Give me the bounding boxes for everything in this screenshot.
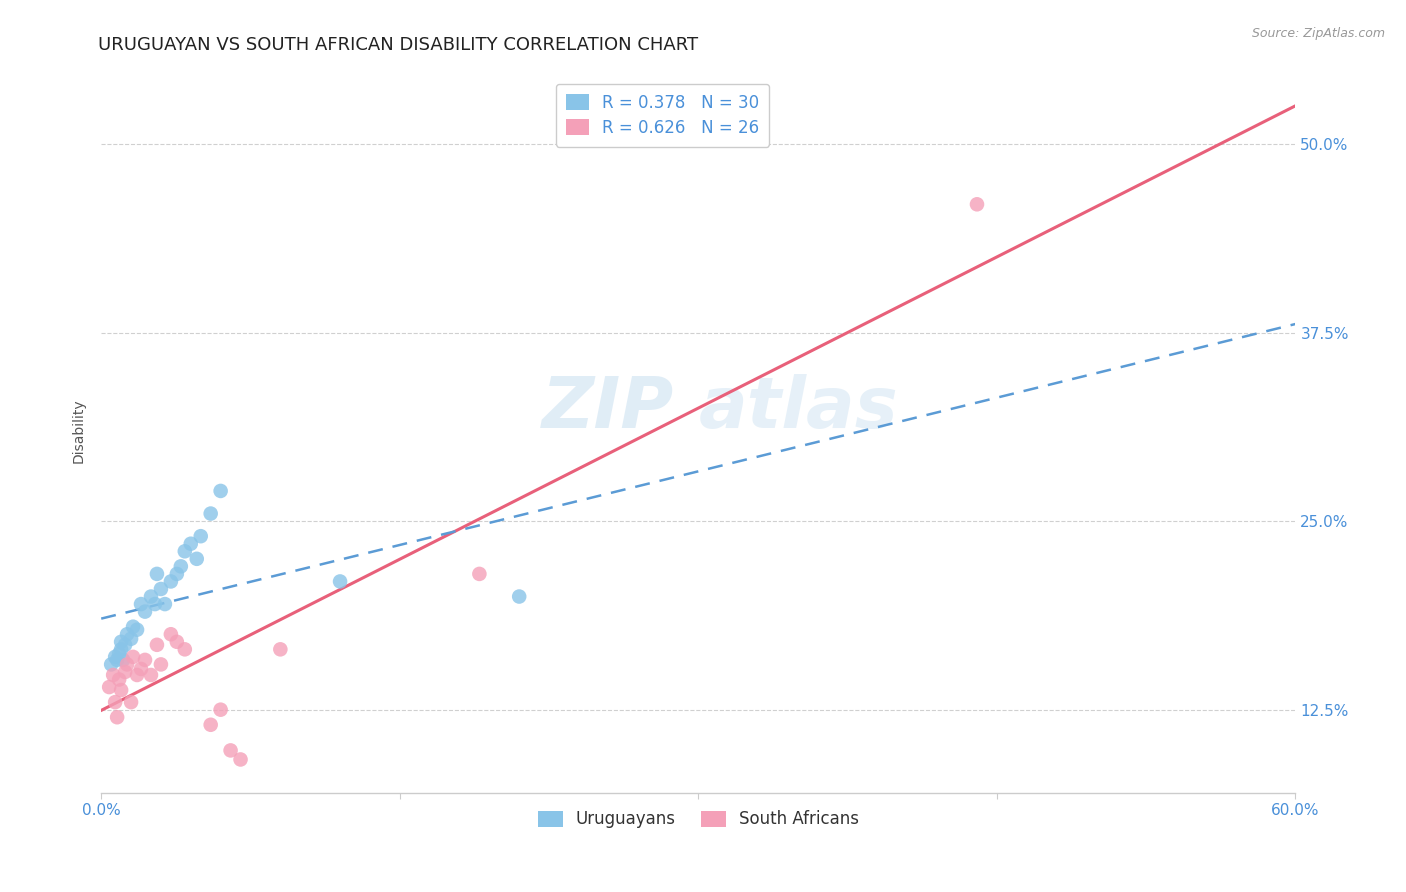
Point [108, 647, 131, 661]
Point [110, 683, 132, 698]
Point [200, 718, 222, 732]
Point [129, 662, 152, 676]
Point [146, 566, 169, 581]
Point [170, 559, 193, 574]
Point [122, 649, 145, 664]
Point [166, 566, 188, 581]
Legend: Uruguayans, South Africans: Uruguayans, South Africans [531, 804, 866, 835]
Text: URUGUAYAN VS SOUTH AFRICAN DISABILITY CORRELATION CHART: URUGUAYAN VS SOUTH AFRICAN DISABILITY CO… [98, 36, 699, 54]
Point [166, 634, 188, 648]
Point [108, 673, 131, 687]
Point [146, 638, 169, 652]
Point [160, 627, 183, 641]
Point [114, 665, 136, 679]
Point [468, 566, 491, 581]
Point [120, 632, 142, 646]
Point [209, 703, 232, 717]
Point [114, 638, 136, 652]
Point [112, 653, 135, 667]
Point [100, 657, 122, 672]
Point [329, 574, 352, 589]
Point [229, 752, 252, 766]
Point [104, 649, 127, 664]
Point [219, 743, 242, 757]
Point [129, 597, 152, 611]
Point [153, 597, 176, 611]
Point [269, 642, 291, 657]
Point [190, 529, 212, 543]
Point [200, 507, 222, 521]
Point [139, 590, 162, 604]
Point [105, 710, 128, 724]
Point [120, 695, 142, 709]
Point [139, 668, 162, 682]
Point [209, 483, 232, 498]
Point [149, 582, 172, 596]
Point [143, 597, 166, 611]
Text: Source: ZipAtlas.com: Source: ZipAtlas.com [1251, 27, 1385, 40]
Point [104, 695, 127, 709]
Point [508, 590, 530, 604]
Point [125, 623, 148, 637]
Point [160, 574, 183, 589]
Point [149, 657, 172, 672]
Text: atlas: atlas [699, 375, 898, 443]
Point [98, 680, 121, 694]
Point [173, 544, 195, 558]
Point [115, 627, 138, 641]
Point [122, 620, 145, 634]
Text: ZIP: ZIP [543, 375, 675, 443]
Point [110, 642, 132, 657]
Point [966, 197, 988, 211]
Point [173, 642, 195, 657]
Y-axis label: Disability: Disability [72, 398, 86, 463]
Point [186, 551, 208, 566]
Point [134, 605, 156, 619]
Point [125, 668, 148, 682]
Point [134, 653, 156, 667]
Point [110, 634, 132, 648]
Point [180, 537, 202, 551]
Point [101, 668, 124, 682]
Point [115, 657, 138, 672]
Point [105, 653, 128, 667]
